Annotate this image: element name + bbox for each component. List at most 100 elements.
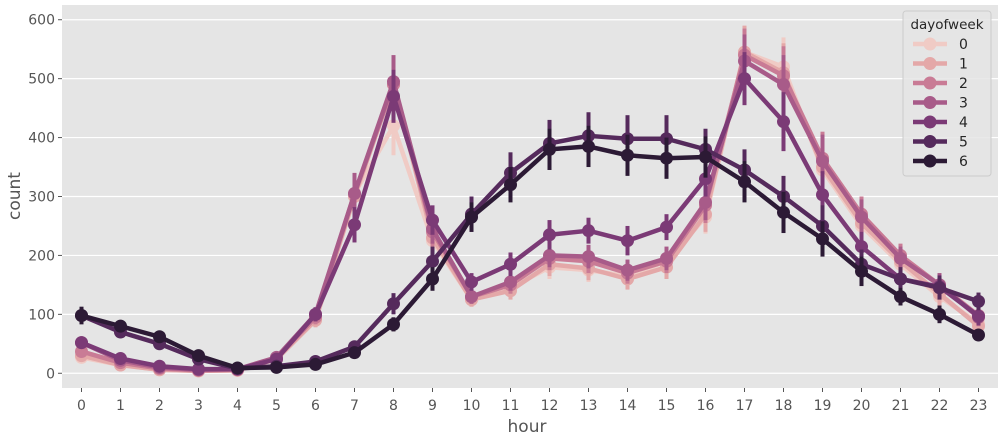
- data-point: [972, 309, 985, 323]
- legend-item-4: 4: [913, 115, 968, 131]
- data-point: [270, 360, 283, 374]
- legend-swatch-marker: [923, 96, 937, 109]
- data-point: [231, 361, 244, 375]
- x-tick-label: 6: [311, 398, 320, 414]
- x-tick-label: 19: [814, 398, 832, 414]
- data-point: [543, 228, 556, 242]
- x-tick-label: 18: [775, 398, 793, 414]
- legend-swatch-marker: [923, 115, 937, 129]
- legend-title: dayofweek: [910, 17, 983, 33]
- x-tick-label: 5: [272, 398, 281, 414]
- x-tick-label: 2: [155, 398, 164, 414]
- x-tick-label: 9: [428, 398, 437, 414]
- data-point: [309, 307, 322, 321]
- data-point: [114, 319, 127, 333]
- x-tick-label: 20: [853, 398, 871, 414]
- y-tick-label: 300: [28, 190, 55, 206]
- data-point: [660, 220, 673, 234]
- data-point: [894, 290, 907, 304]
- data-point: [816, 188, 829, 202]
- x-tick-label: 7: [350, 398, 359, 414]
- y-tick-label: 600: [28, 13, 55, 29]
- data-point: [543, 248, 556, 262]
- data-point: [972, 328, 985, 342]
- data-point: [972, 294, 985, 308]
- data-point: [621, 263, 634, 277]
- legend-item-2: 2: [913, 76, 968, 92]
- legend-label: 5: [959, 135, 968, 151]
- legend-item-3: 3: [913, 96, 968, 112]
- data-point: [504, 257, 517, 271]
- y-tick-label: 200: [28, 248, 55, 264]
- x-tick-label: 3: [194, 398, 203, 414]
- data-point: [504, 275, 517, 289]
- data-point: [387, 119, 400, 133]
- data-point: [660, 151, 673, 165]
- data-point: [855, 264, 868, 278]
- data-point: [816, 154, 829, 168]
- y-tick-label: 400: [28, 131, 55, 147]
- x-tick-label: 0: [77, 398, 86, 414]
- x-tick-label: 13: [580, 398, 598, 414]
- legend-label: 6: [959, 154, 968, 170]
- gridlines: [62, 19, 998, 374]
- x-tick-label: 12: [541, 398, 559, 414]
- legend-label: 4: [959, 115, 968, 131]
- data-point: [777, 115, 790, 129]
- data-point: [777, 78, 790, 92]
- data-point: [426, 213, 439, 227]
- x-tick-label: 21: [892, 398, 910, 414]
- x-tick-label: 23: [970, 398, 988, 414]
- legend-swatch-marker: [923, 154, 937, 168]
- data-point: [621, 148, 634, 162]
- data-point: [192, 349, 205, 363]
- data-point: [699, 150, 712, 164]
- data-point: [348, 346, 361, 360]
- x-tick-label: 10: [463, 398, 481, 414]
- x-tick-label: 4: [233, 398, 242, 414]
- data-point: [426, 272, 439, 286]
- series-line: [80, 144, 980, 371]
- y-tick-label: 100: [28, 307, 55, 323]
- data-point: [933, 307, 946, 321]
- x-tick-label: 22: [931, 398, 949, 414]
- x-tick-label: 11: [502, 398, 520, 414]
- data-point: [387, 297, 400, 311]
- legend-label: 2: [959, 76, 968, 92]
- series-6: [75, 125, 985, 375]
- x-tick-label: 8: [389, 398, 398, 414]
- y-axis-ticks: 0 100 200 300 400 500 600: [28, 13, 62, 382]
- data-point: [660, 251, 673, 265]
- data-point: [348, 187, 361, 201]
- data-point: [192, 362, 205, 376]
- data-point: [738, 175, 751, 189]
- x-axis-label: hour: [508, 417, 547, 437]
- data-point: [426, 254, 439, 268]
- data-point: [699, 172, 712, 186]
- data-point: [153, 359, 166, 373]
- data-point: [582, 224, 595, 238]
- x-axis-ticks: 0 1 2 3 4 5 6 7 8 9 10 11 12 13 14 15 16 17 18 19 20 21 22 23: [77, 388, 987, 414]
- y-tick-label: 500: [28, 72, 55, 88]
- data-point: [582, 250, 595, 264]
- x-tick-label: 15: [658, 398, 676, 414]
- data-point: [465, 290, 478, 304]
- x-tick-label: 17: [736, 398, 754, 414]
- legend-swatch-marker: [923, 76, 937, 90]
- data-point: [465, 275, 478, 289]
- data-point: [816, 232, 829, 246]
- data-point: [153, 330, 166, 344]
- data-point: [855, 210, 868, 224]
- legend-item-5: 5: [913, 135, 968, 151]
- series-layer: [75, 25, 985, 378]
- data-point: [621, 234, 634, 248]
- data-point: [348, 218, 361, 232]
- data-point: [933, 281, 946, 295]
- data-point: [543, 142, 556, 156]
- legend-label: 1: [959, 57, 968, 73]
- data-point: [855, 240, 868, 254]
- legend-swatch-marker: [923, 57, 937, 70]
- legend-swatch-marker: [923, 37, 937, 51]
- data-point: [582, 139, 595, 153]
